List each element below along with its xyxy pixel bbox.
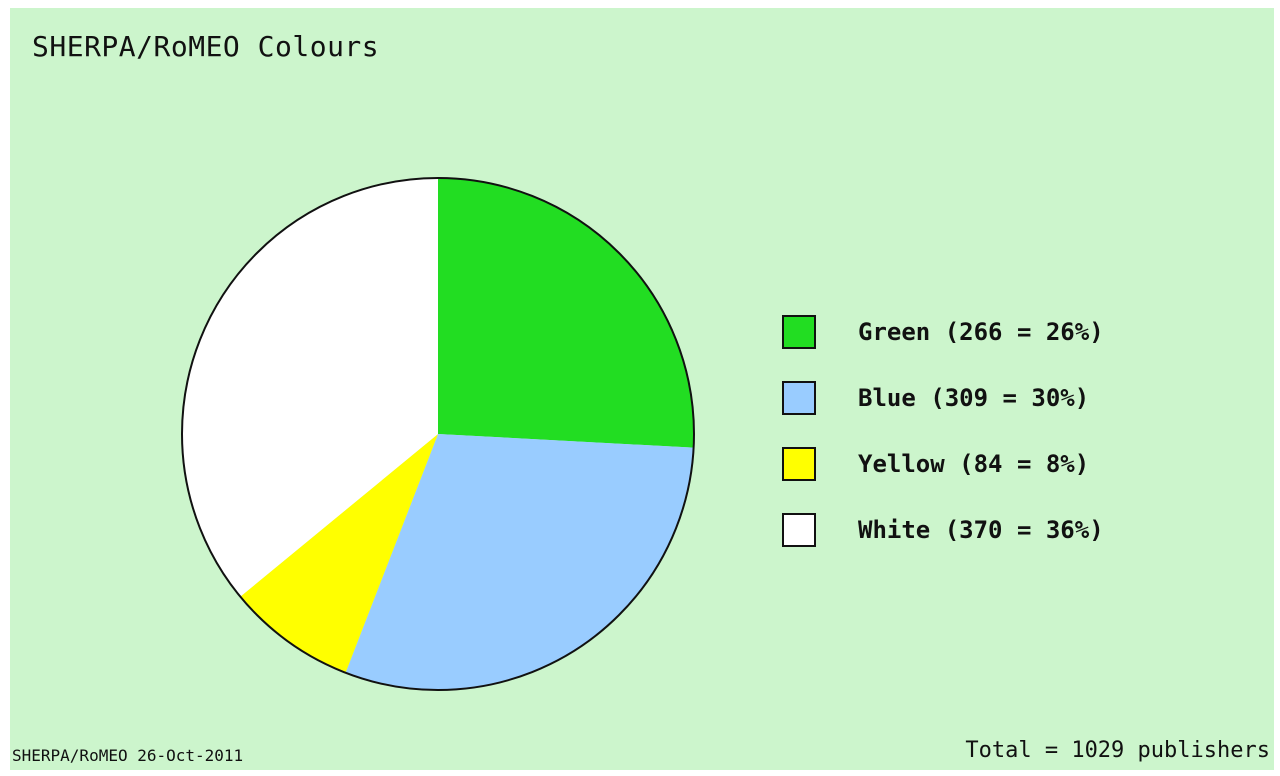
legend-item-yellow: Yellow (84 = 8%) [782,446,1104,482]
pie-outline [181,177,695,691]
footer-total: Total = 1029 publishers [965,738,1270,763]
pie-chart [181,177,695,691]
legend-label-yellow: Yellow (84 = 8%) [858,450,1090,478]
pie-slice-green [438,178,694,448]
legend-item-white: White (370 = 36%) [782,512,1104,548]
pie-slice-yellow [240,434,438,673]
legend-swatch-white [782,513,816,547]
legend-item-blue: Blue (309 = 30%) [782,380,1104,416]
chart-title: SHERPA/RoMEO Colours [32,30,380,63]
legend-item-green: Green (266 = 26%) [782,314,1104,350]
legend-swatch-green [782,315,816,349]
legend-swatch-yellow [782,447,816,481]
footer-source-date: SHERPA/RoMEO 26-Oct-2011 [12,746,244,765]
legend: Green (266 = 26%) Blue (309 = 30%) Yello… [782,314,1104,578]
legend-label-white: White (370 = 36%) [858,516,1104,544]
legend-label-green: Green (266 = 26%) [858,318,1104,346]
pie-slice-white [181,178,438,597]
chart-panel: SHERPA/RoMEO Colours Green (266 = 26%) B… [10,8,1274,770]
legend-label-blue: Blue (309 = 30%) [858,384,1090,412]
legend-swatch-blue [782,381,816,415]
